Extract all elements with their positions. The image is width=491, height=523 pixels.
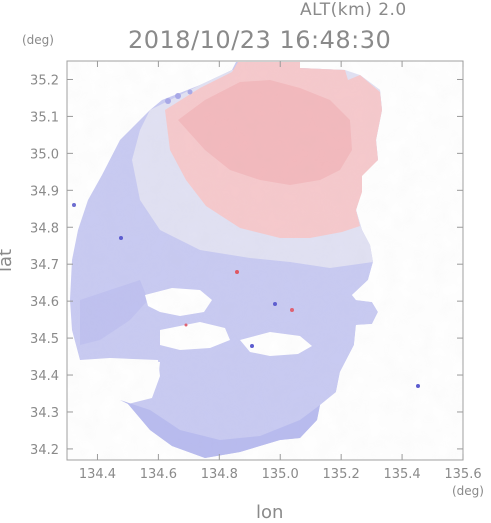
y-tick-label: 35.1: [30, 110, 59, 125]
y-tick-label: 35.2: [30, 73, 59, 88]
y-tick-label: 34.7: [30, 258, 59, 273]
y-tick-label: 34.4: [30, 369, 59, 384]
y-tick-label: 34.2: [30, 443, 59, 458]
timestamp-title: 2018/10/23 16:48:30: [128, 26, 392, 54]
plot-frame: [66, 60, 464, 461]
altitude-label: ALT(km) 2.0: [300, 0, 407, 20]
y-tick-label: 34.3: [30, 406, 59, 421]
x-axis-title: lon: [256, 502, 284, 523]
texture-overlay: [67, 61, 463, 460]
lat-unit-label: (deg): [22, 33, 54, 47]
x-tick-label: 134.4: [79, 467, 116, 482]
y-tick-label: 34.6: [30, 295, 59, 310]
y-tick-label: 34.8: [30, 221, 59, 236]
lon-unit-label: (deg): [452, 484, 484, 498]
x-tick-label: 135.4: [383, 467, 420, 482]
x-tick-label: 135.6: [444, 467, 481, 482]
y-axis-ticks: 35.2 35.1 35.0 34.9 34.8 34.7 34.6 34.5 34.4 34.3…: [30, 73, 463, 458]
y-tick-label: 34.9: [30, 184, 59, 199]
x-tick-label: 135.0: [262, 467, 299, 482]
y-tick-label: 35.0: [30, 147, 59, 162]
x-tick-label: 135.2: [323, 467, 360, 482]
x-tick-label: 134.8: [201, 467, 238, 482]
x-tick-label: 134.6: [140, 467, 177, 482]
x-axis-ticks: 134.4 134.6 134.8 135.0 135.2 135.4 135.6: [79, 61, 482, 482]
y-tick-label: 34.5: [30, 332, 59, 347]
